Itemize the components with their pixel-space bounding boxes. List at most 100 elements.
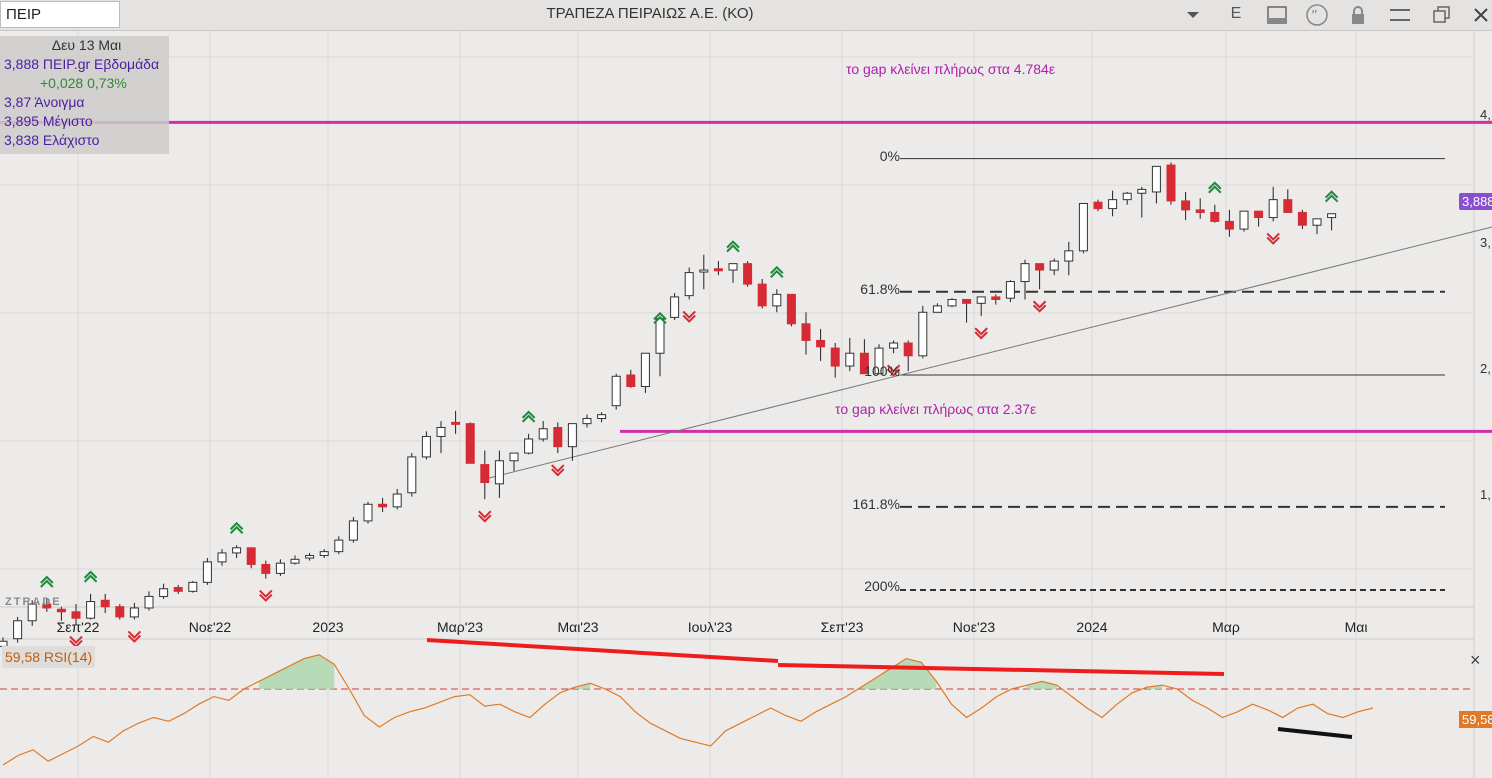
candle-body	[1078, 202, 1088, 252]
quote-icon[interactable]: ”	[1302, 0, 1332, 30]
candle-body	[757, 283, 767, 307]
rsi-overbought-fill	[258, 654, 335, 689]
candle-body	[56, 608, 66, 613]
x-tick-label: Μαρ'23	[437, 619, 483, 635]
candle-body	[1297, 211, 1307, 226]
candle-body	[699, 269, 709, 273]
menu-icon[interactable]	[1386, 0, 1414, 30]
candle-body	[903, 342, 913, 357]
x-tick-label: Ιουλ'23	[687, 619, 733, 635]
svg-text:”: ”	[1311, 9, 1318, 24]
chart-area[interactable]: Δευ 13 Μαι 3,888 ΠΕΙΡ.gr Εβδομάδα +0,028…	[0, 31, 1492, 778]
signal-down-icon	[682, 310, 696, 323]
rsi-panel	[0, 639, 1474, 778]
gap-lower-annotation: το gap κλείνει πλήρως στα 2.37ε	[835, 401, 1037, 417]
signal-up-icon	[726, 240, 740, 253]
candle-body	[713, 268, 723, 272]
x-tick-label: Μαι	[1344, 619, 1368, 635]
signal-down-icon	[974, 327, 988, 340]
candle-body	[845, 352, 855, 367]
candle-body	[1312, 218, 1322, 226]
x-tick-label: 2023	[312, 619, 344, 635]
candle-body	[801, 323, 811, 341]
candle-body	[1064, 250, 1074, 262]
candle-body	[874, 347, 884, 375]
candle-body	[859, 352, 869, 375]
candle-body	[465, 423, 475, 464]
candle-body	[962, 298, 972, 304]
candle-body	[582, 418, 592, 425]
candle-body	[655, 318, 665, 354]
candle-body	[261, 563, 271, 574]
candle-body	[407, 456, 417, 494]
x-tick-label: Μαι'23	[557, 619, 599, 635]
candle-body	[363, 503, 373, 522]
candle-body	[494, 460, 504, 485]
candle-body	[232, 547, 242, 554]
candle-body	[1224, 220, 1234, 230]
period-button[interactable]: E	[1230, 5, 1242, 22]
candle-body	[348, 520, 358, 541]
candle-body	[772, 293, 782, 307]
candle-body	[889, 342, 899, 349]
chart-icon[interactable]	[1262, 0, 1292, 30]
info-change: +0,028 0,73%	[40, 75, 127, 91]
chevron-down-icon[interactable]	[1178, 0, 1208, 30]
candle-body	[830, 347, 840, 367]
fib-label-200: 200%	[864, 578, 900, 594]
candle-body	[480, 464, 490, 484]
page-title: ΤΡΑΠΕΖΑ ΠΕΙΡΑΙΩΣ Α.Ε. (ΚΟ)	[546, 5, 754, 22]
candle-body	[597, 414, 607, 420]
candle-body	[1049, 260, 1059, 271]
candle-body	[567, 423, 577, 448]
candle-body	[524, 438, 534, 454]
x-tick-label: Σεπ'23	[820, 619, 864, 635]
signal-up-icon	[40, 575, 54, 588]
symbol-input[interactable]: ΠΕΙΡ	[0, 1, 120, 28]
candle-body	[1151, 165, 1161, 193]
candle-body	[1239, 210, 1249, 230]
rsi-value-tag: 59,58	[1459, 711, 1492, 728]
candle-body	[947, 298, 957, 307]
info-high: 3,895 Μέγιστο	[4, 113, 93, 129]
candle-body	[1166, 164, 1176, 202]
candle-body	[1181, 200, 1191, 211]
fib-label-61-8: 61.8%	[860, 281, 900, 297]
candle-body	[378, 503, 388, 508]
candle-body	[115, 606, 125, 618]
candle-body	[1210, 211, 1220, 222]
signal-up-icon	[653, 311, 667, 325]
candle-body	[932, 305, 942, 313]
y-tick-label: 1,	[1480, 487, 1491, 502]
y-tick-label: 4,	[1480, 107, 1491, 122]
candle-body	[334, 539, 344, 553]
candle-body	[319, 551, 329, 556]
candle-body	[451, 421, 461, 425]
signal-down-icon	[1032, 300, 1047, 313]
signal-up-icon	[83, 570, 98, 583]
close-icon[interactable]: ×	[1470, 650, 1481, 670]
candle-body	[159, 588, 169, 597]
candle-body	[392, 493, 402, 508]
ohlc-info-box: Δευ 13 Μαι 3,888 ΠΕΙΡ.gr Εβδομάδα +0,028…	[0, 36, 169, 154]
candle-body	[1137, 188, 1147, 194]
signal-up-icon	[229, 521, 244, 534]
candle-body	[743, 263, 753, 285]
signal-down-icon	[478, 510, 492, 523]
candle-body	[1268, 199, 1278, 219]
candle-body	[246, 547, 256, 565]
lock-icon[interactable]	[1344, 0, 1372, 30]
candle-body	[100, 599, 110, 608]
support-line	[1277, 727, 1353, 739]
close-icon[interactable]	[1468, 0, 1492, 30]
candle-body	[144, 595, 154, 609]
candle-body	[421, 435, 431, 458]
price-chart[interactable]	[0, 31, 1492, 778]
signal-up-icon	[1208, 181, 1222, 194]
candle-body	[217, 552, 227, 563]
restore-icon[interactable]	[1428, 0, 1456, 30]
rsi-line	[2, 654, 1374, 766]
candle-body	[670, 296, 680, 318]
signal-down-icon	[1266, 232, 1280, 245]
candle-body	[509, 452, 519, 462]
